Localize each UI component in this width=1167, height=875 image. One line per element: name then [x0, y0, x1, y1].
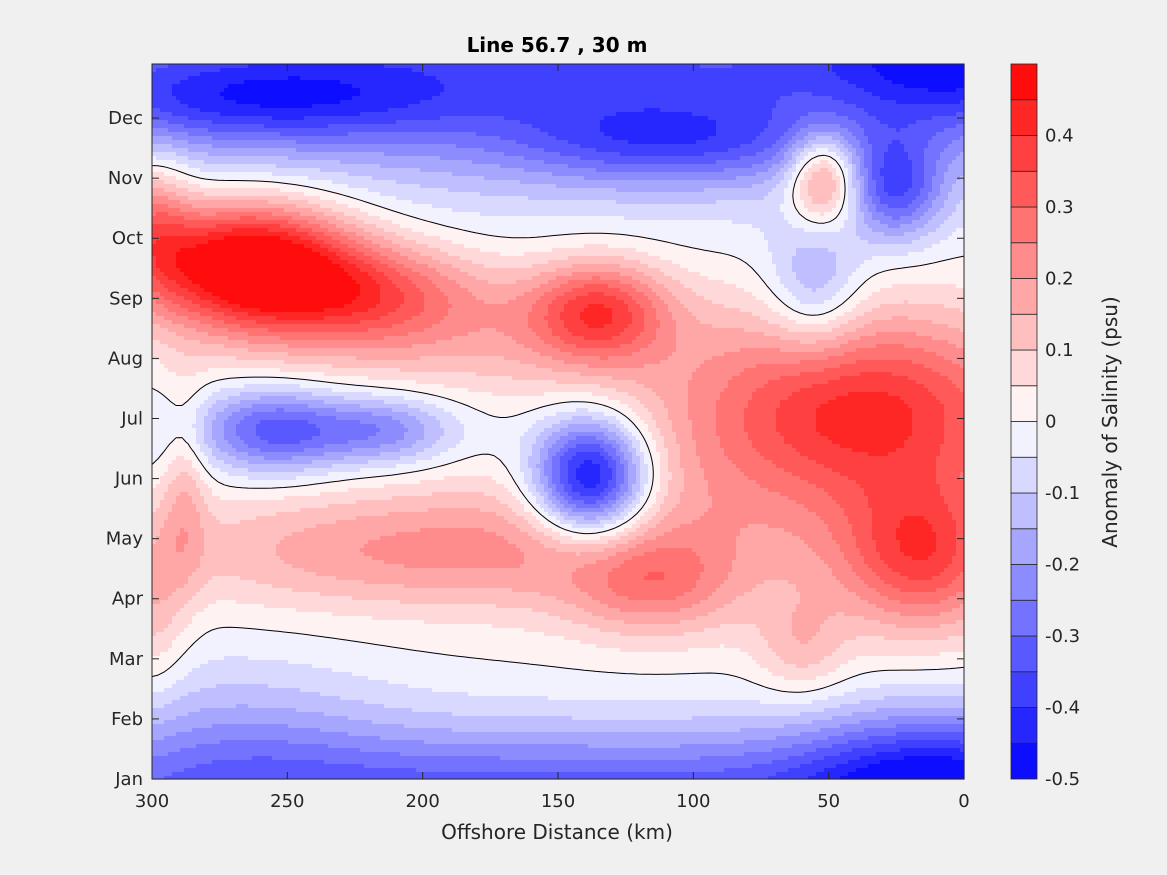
y-tick-label: May [106, 529, 144, 550]
colorbar-tick-label: -0.1 [1045, 483, 1080, 504]
colorbar-swatch [1010, 313, 1038, 351]
colorbar-swatch [1010, 242, 1038, 279]
colorbar-swatch [1010, 385, 1038, 422]
y-tick-label: Jul [120, 408, 143, 429]
y-tick-label: Oct [112, 228, 143, 249]
colorbar-tick-label: 0 [1045, 412, 1056, 433]
colorbar-tick-label: -0.2 [1045, 555, 1080, 576]
colorbar-swatch [1010, 528, 1038, 565]
x-tick-label: 100 [676, 791, 710, 812]
chart-title: Line 56.7 , 30 m [467, 33, 648, 57]
x-tick-label: 300 [135, 791, 169, 812]
colorbar-swatch [1010, 170, 1038, 208]
colorbar-swatch [1010, 278, 1038, 315]
x-axis: 300 250 200 150 100 50 0 [135, 64, 970, 812]
colorbar-swatch [1010, 349, 1038, 387]
colorbar-swatch [1010, 742, 1038, 780]
colorbar-swatch [1010, 564, 1038, 601]
y-tick-label: Apr [112, 589, 144, 610]
colorbar-swatch [1010, 707, 1038, 744]
x-axis-label: Offshore Distance (km) [441, 820, 673, 844]
y-tick-label: Sep [109, 288, 143, 309]
y-axis: Jan Feb Mar Apr May Jun Jul Aug Sep Oct Nov Dec [106, 108, 964, 790]
x-tick-label: 200 [405, 791, 439, 812]
y-tick-label: Jun [114, 469, 143, 490]
colorbar-tick-label: 0.1 [1045, 340, 1074, 361]
x-tick-label: 250 [270, 791, 304, 812]
colorbar-swatch [1010, 206, 1038, 244]
y-tick-label: Dec [108, 108, 143, 129]
colorbar-tick-label: -0.5 [1045, 769, 1080, 790]
colorbar-swatch [1010, 635, 1038, 673]
colorbar: 0.4 0.3 0.2 0.1 0 -0.1 -0.2 -0.3 -0.4 -0.5 [1010, 63, 1080, 790]
colorbar-swatch [1010, 456, 1038, 494]
x-tick-label: 50 [817, 791, 840, 812]
colorbar-swatch [1010, 421, 1038, 458]
zero-contour-line [151, 154, 965, 693]
colorbar-tick-label: -0.4 [1045, 698, 1080, 719]
colorbar-swatch [1010, 599, 1038, 637]
y-tick-label: Jan [114, 769, 143, 790]
x-tick-label: 150 [541, 791, 575, 812]
x-tick-label: 0 [958, 791, 969, 812]
colorbar-tick-label: -0.3 [1045, 626, 1080, 647]
colorbar-tick-label: 0.3 [1045, 197, 1074, 218]
colorbar-swatch [1010, 99, 1038, 136]
colorbar-label: Anomaly of Salinity (psu) [1098, 296, 1122, 547]
y-tick-label: Aug [108, 348, 143, 369]
colorbar-tick-label: 0.4 [1045, 126, 1074, 147]
colorbar-swatch [1010, 671, 1038, 708]
colorbar-swatch [1010, 135, 1038, 172]
contour-fills [152, 64, 965, 780]
y-tick-label: Feb [111, 709, 143, 730]
colorbar-tick-label: 0.2 [1045, 269, 1074, 290]
colorbar-swatch [1010, 63, 1038, 101]
colorbar-swatch [1010, 492, 1038, 530]
zero-contour-lines [151, 154, 965, 693]
y-tick-label: Nov [108, 168, 143, 189]
y-tick-label: Mar [109, 649, 144, 670]
